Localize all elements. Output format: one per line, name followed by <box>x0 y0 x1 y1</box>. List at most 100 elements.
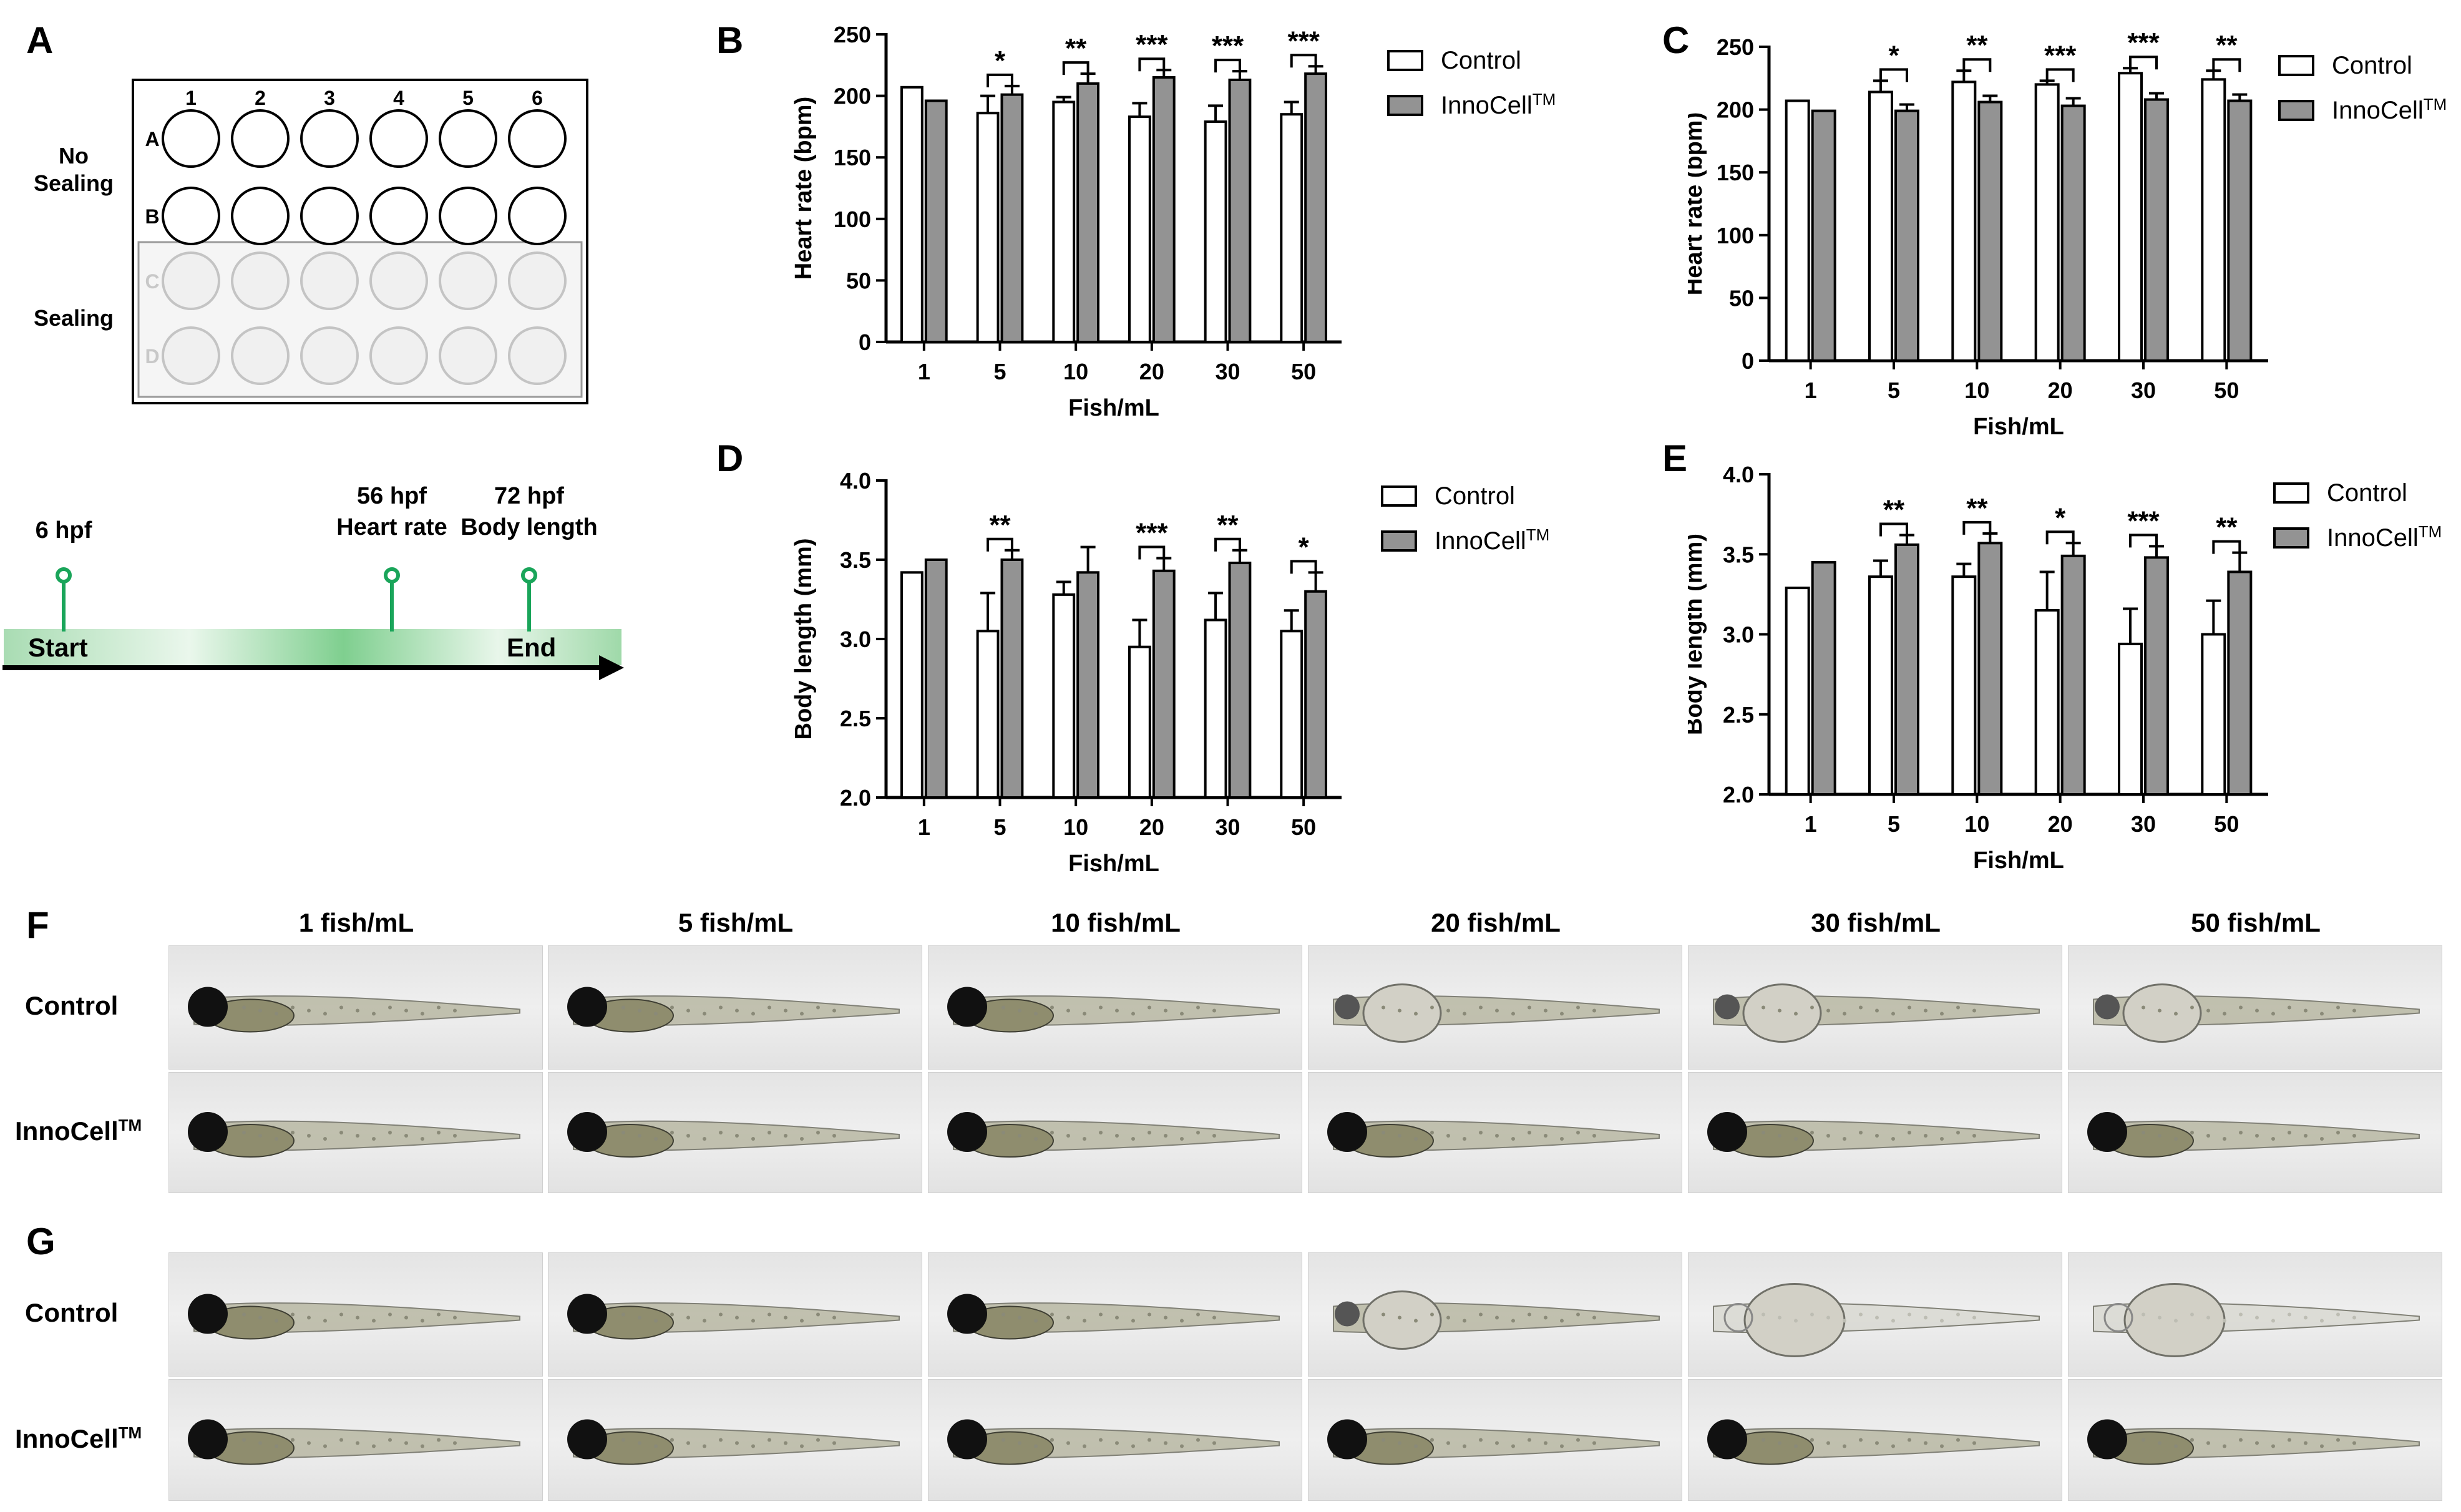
larva-photo <box>168 1252 543 1377</box>
larva-pigment-spot <box>1212 1315 1216 1320</box>
larva-pigment-spot <box>735 1441 739 1445</box>
significance-bracket <box>1138 57 1166 72</box>
larva-pigment-spot <box>1875 1008 1879 1013</box>
larva-eye <box>188 1419 228 1460</box>
significance-marker: *** <box>2044 40 2077 71</box>
plate-well <box>231 109 290 168</box>
bar-innocell <box>1228 78 1252 344</box>
y-tick-label: 4.0 <box>1723 462 1754 487</box>
legend-label-innocell: InnoCellTM <box>2327 522 2442 552</box>
legend-swatch-innocell <box>2273 527 2309 549</box>
bar-control <box>976 630 1000 799</box>
larva-pigment-spot <box>1544 1008 1547 1013</box>
larva-pigment-spot <box>1778 1134 1781 1138</box>
larva-pigment-spot <box>1148 1131 1151 1134</box>
larva-icon <box>1713 1283 2040 1357</box>
larva-pigment-spot <box>1180 1319 1184 1323</box>
larva-pigment-spot <box>621 1131 625 1134</box>
larva-pigment-spot <box>2255 1134 2259 1138</box>
y-tick-label: 4.0 <box>840 468 871 494</box>
larva-pigment-spot <box>1528 1312 1531 1317</box>
x-axis-label: Fish/mL <box>1973 847 2064 874</box>
plate-well <box>508 187 567 245</box>
larva-icon <box>947 987 1280 1033</box>
larva-pigment-spot <box>307 1134 311 1138</box>
larva-pigment-spot <box>1875 1441 1879 1445</box>
bar-innocell <box>1977 542 2003 796</box>
timeline-pin-head <box>384 567 400 583</box>
larva-pigment-spot <box>2271 1137 2275 1141</box>
larva-pigment-spot <box>1495 1315 1499 1320</box>
x-tick-label: 5 <box>993 814 1006 840</box>
bar-control <box>1868 575 1893 796</box>
legend-innocell-name: InnoCell <box>2327 524 2419 552</box>
larva-pigment-spot <box>2255 1008 2259 1013</box>
larva-pigment-spot <box>2255 1441 2259 1445</box>
bar-innocell <box>2227 570 2253 796</box>
larva-pigment-spot <box>735 1315 739 1320</box>
larva-pigment-spot <box>372 1319 376 1323</box>
bar-innocell <box>2060 104 2086 362</box>
larva-pigment-spot <box>2190 1131 2194 1134</box>
larva-icon <box>1327 1112 1660 1158</box>
larva-pigment-spot <box>1099 1438 1103 1442</box>
larva-pigment-spot <box>1382 1005 1385 1010</box>
x-tick-label: 50 <box>1291 359 1316 384</box>
larva-photo <box>548 1379 922 1501</box>
plate-well <box>439 251 497 310</box>
larva-pigment-spot <box>1430 1131 1434 1134</box>
x-tick-label: 50 <box>2214 378 2239 403</box>
larva-photo <box>2068 945 2442 1070</box>
chart-heart-rate-c: 0 50 100 150 200 250 1 5 * 10 ** 20 *** 30 *** 50 ** Fish… <box>1688 27 2447 437</box>
larva-icon <box>567 1294 900 1340</box>
significance-bracket <box>1214 537 1241 552</box>
bar-innocell <box>1811 109 1836 362</box>
bar-innocell <box>1076 571 1100 799</box>
larva-pigment-spot <box>1164 1008 1167 1013</box>
larva-pigment-spot <box>621 1005 625 1010</box>
significance-marker: *** <box>2127 505 2160 536</box>
legend-tm-superscript: TM <box>1526 525 1550 544</box>
larva-pigment-spot <box>2158 1008 2161 1013</box>
significance-marker: *** <box>1136 29 1168 60</box>
larva-pigment-spot <box>1398 1008 1401 1013</box>
significance-bracket <box>2129 56 2158 70</box>
row-label-tm-superscript: TM <box>118 1116 142 1134</box>
bar-control <box>1785 587 1810 796</box>
larva-pigment-spot <box>1115 1008 1119 1013</box>
y-tick-label: 100 <box>834 207 871 232</box>
bar-control <box>1052 100 1076 344</box>
larva-pigment-spot <box>768 1131 771 1134</box>
larva-pigment-spot <box>404 1441 408 1445</box>
significance-bracket <box>2129 534 2158 548</box>
significance-bracket <box>1290 54 1317 68</box>
larva-pigment-spot <box>1778 1008 1781 1013</box>
row-label-tm-superscript: TM <box>118 1423 142 1442</box>
y-axis-label: Heart rate (bpm) <box>1688 112 1707 296</box>
larva-eye <box>947 1112 987 1152</box>
y-tick-label: 150 <box>834 145 871 170</box>
y-tick-label: 3.5 <box>1723 542 1754 567</box>
larva-pigment-spot <box>1479 1005 1483 1010</box>
larva-pigment-spot <box>2174 1137 2178 1141</box>
larva-pigment-spot <box>1810 1438 1814 1442</box>
plate-well <box>300 251 359 310</box>
larva-eye <box>1707 1419 1747 1460</box>
larva-pigment-spot <box>670 1312 674 1317</box>
larva-pigment-spot <box>307 1441 311 1445</box>
larva-pigment-spot <box>1924 1134 1927 1138</box>
larva-pigment-spot <box>275 1012 278 1016</box>
legend-tm-superscript: TM <box>2419 522 2442 541</box>
larva-pigment-spot <box>2190 1005 2194 1010</box>
bar-innocell <box>1304 72 1328 343</box>
larva-pigment-spot <box>1544 1134 1547 1138</box>
bar-control <box>1052 593 1076 799</box>
larva-pigment-spot <box>437 1438 441 1442</box>
bar-innocell <box>1811 561 1836 796</box>
larva-pigment-spot <box>372 1137 376 1141</box>
larva-icon <box>567 987 900 1033</box>
larva-pigment-spot <box>621 1438 625 1442</box>
larva-icon <box>1327 1419 1660 1465</box>
larva-pigment-spot <box>719 1312 723 1317</box>
larva-pigment-spot <box>453 1008 457 1013</box>
